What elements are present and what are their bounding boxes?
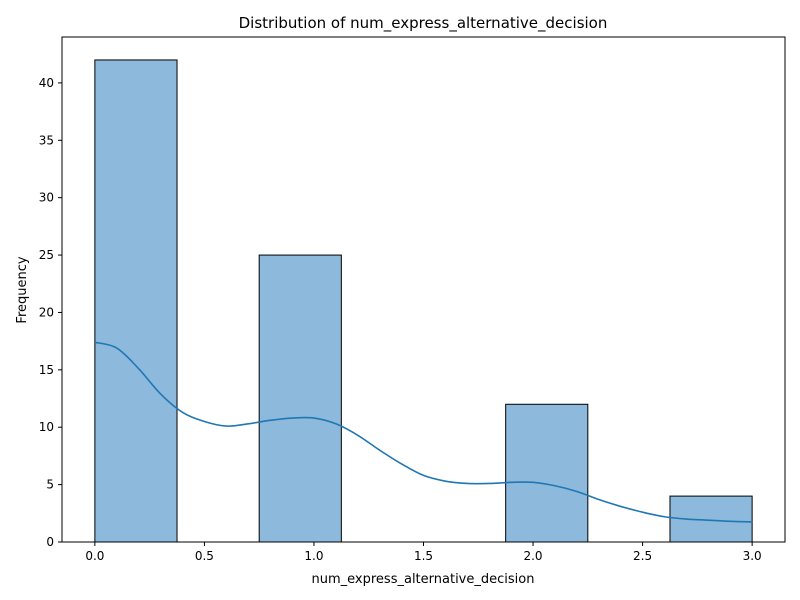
y-tick-label-9: 40 [39, 76, 54, 90]
chart-title: Distribution of num_express_alternative_… [239, 14, 608, 33]
x-axis-ticks: 0.0 0.5 1.0 1.5 2.0 2.5 3.0 [85, 542, 762, 563]
y-tick-label-5: 20 [39, 305, 54, 319]
kde-line [94, 341, 753, 523]
x-tick-label-3: 1.0 [304, 549, 323, 563]
x-tick-label-1: 0.0 [85, 549, 104, 563]
y-tick-label-1: 0 [46, 535, 54, 549]
kde-curve-layer [94, 341, 753, 523]
histogram-bar-1 [94, 59, 178, 543]
histogram-bar-3 [505, 403, 589, 543]
x-tick-label-5: 2.0 [523, 549, 542, 563]
x-tick-label-6: 2.5 [633, 549, 652, 563]
x-axis-label: num_express_alternative_decision [312, 572, 535, 587]
x-tick-label-4: 1.5 [414, 549, 433, 563]
y-tick-label-8: 35 [39, 133, 54, 147]
y-tick-label-6: 25 [39, 248, 54, 262]
y-tick-label-3: 10 [39, 420, 54, 434]
x-tick-label-7: 3.0 [743, 549, 762, 563]
y-tick-label-2: 5 [46, 478, 54, 492]
histogram-bar-2 [258, 254, 342, 543]
y-tick-label-4: 15 [39, 363, 54, 377]
y-axis-ticks: 0 5 10 15 20 25 30 35 40 [39, 76, 62, 549]
x-tick-label-2: 0.5 [195, 549, 214, 563]
y-tick-label-7: 30 [39, 191, 54, 205]
histogram-bars [94, 59, 753, 543]
y-axis-label: Frequency [15, 256, 30, 323]
